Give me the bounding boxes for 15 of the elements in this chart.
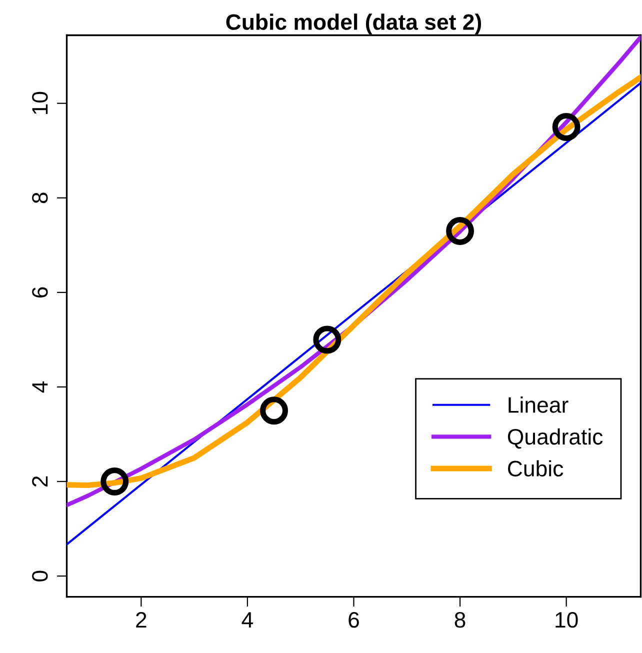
y-tick-label: 4	[32, 381, 48, 393]
x-tick-label: 6	[348, 612, 359, 628]
legend-label: Linear	[508, 396, 568, 413]
y-tick-label: 0	[32, 570, 48, 582]
y-tick-label: 2	[32, 476, 48, 487]
y-tick-label: 6	[32, 287, 48, 298]
y-tick-label: 8	[32, 192, 48, 204]
y-tick-label: 10	[32, 92, 48, 114]
legend-label: Cubic	[508, 460, 564, 477]
x-tick-label: 4	[242, 612, 253, 628]
x-tick-label: 10	[556, 612, 578, 628]
x-tick-label: 8	[454, 612, 466, 628]
legend-label: Quadratic	[508, 428, 603, 449]
x-tick-label: 2	[136, 612, 146, 628]
chart-title: Cubic model (data set 2)	[226, 14, 482, 34]
